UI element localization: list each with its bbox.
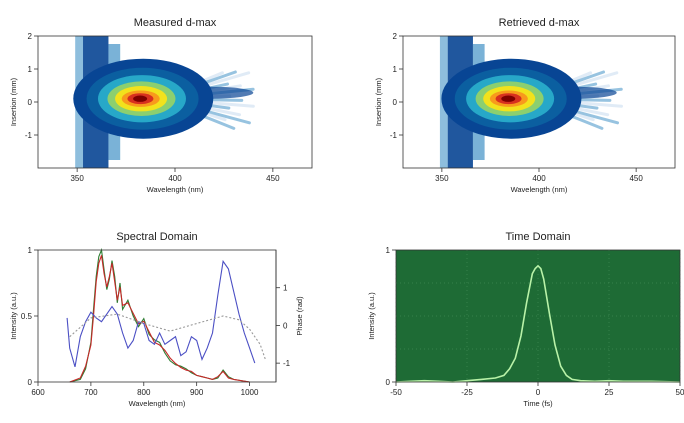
series-line-2	[66, 259, 256, 368]
axes-0: Measured d-max 350 400 450 -1 0 1 2 Wavelength (…	[9, 17, 313, 194]
heatmap-0	[38, 36, 312, 168]
x-tick-label: 1000	[241, 388, 259, 397]
x-tick-label: 700	[84, 388, 98, 397]
y-tick-label: 0	[386, 378, 391, 387]
x-tick-label: 350	[435, 174, 449, 183]
plot-background	[38, 250, 276, 382]
chart-title: Measured d-max	[134, 17, 217, 29]
x-tick-label: 450	[629, 174, 643, 183]
y2-axis-label: Phase (rad)	[295, 296, 304, 336]
x-tick-label: 800	[137, 388, 151, 397]
y-tick-label: -1	[390, 131, 398, 140]
axes-3: Time Domain -50 -25 0 25 50 0 1 Time (fs) Intensi…	[367, 231, 684, 408]
y-tick-label: 1	[386, 246, 391, 255]
x-tick-label: 600	[31, 388, 45, 397]
chart-title: Time Domain	[506, 231, 571, 243]
axes-2: Spectral Domain 600 700 800 900 1000 0 0.5 1 Wave…	[9, 231, 277, 408]
y-axis-label: Intensity (a.u.)	[367, 292, 376, 340]
y-tick-label: 2	[393, 32, 398, 41]
y-axis-label: Insertion (mm)	[9, 77, 18, 126]
x-tick-label: 400	[532, 174, 546, 183]
x-tick-label: 450	[266, 174, 280, 183]
heatmap-level	[501, 95, 516, 102]
chart-title: Retrieved d-max	[499, 17, 580, 29]
y-axis-label: Intensity (a.u.)	[9, 292, 18, 340]
series-line-0	[395, 264, 681, 383]
y-tick-label: -1	[25, 131, 33, 140]
x-tick-label: 400	[168, 174, 182, 183]
y-tick-label: 1	[28, 65, 33, 74]
y-tick-label: 0	[28, 98, 33, 107]
y2-tick-label: -1	[283, 359, 291, 368]
y-tick-label: 1	[28, 246, 33, 255]
y-tick-label: 1	[393, 65, 398, 74]
y-tick-label: 0	[28, 378, 33, 387]
x-tick-label: -50	[390, 388, 402, 397]
x-axis-label: Wavelength (nm)	[129, 399, 186, 408]
x-tick-label: 350	[70, 174, 84, 183]
y-axis-label: Insertion (mm)	[374, 77, 383, 126]
heatmap-level	[133, 95, 148, 102]
y2-tick-label: 1	[283, 284, 288, 293]
x-axis-label: Wavelength (nm)	[511, 185, 568, 194]
axes-1: Retrieved d-max 350 400 450 -1 0 1 2 Wavelength …	[374, 17, 676, 194]
heatmap-1	[403, 36, 675, 168]
x-tick-label: -25	[461, 388, 473, 397]
y-tick-label: 2	[28, 32, 33, 41]
chart-title: Spectral Domain	[116, 231, 197, 243]
x-axis-label: Time (fs)	[523, 399, 553, 408]
x-tick-label: 25	[605, 388, 614, 397]
x-tick-label: 0	[536, 388, 541, 397]
y-tick-label: 0.5	[21, 312, 33, 321]
y2-tick-label: 0	[283, 321, 288, 330]
x-axis-label: Wavelength (nm)	[147, 185, 204, 194]
x-tick-label: 900	[190, 388, 204, 397]
x-tick-label: 50	[676, 388, 684, 397]
y-tick-label: 0	[393, 98, 398, 107]
